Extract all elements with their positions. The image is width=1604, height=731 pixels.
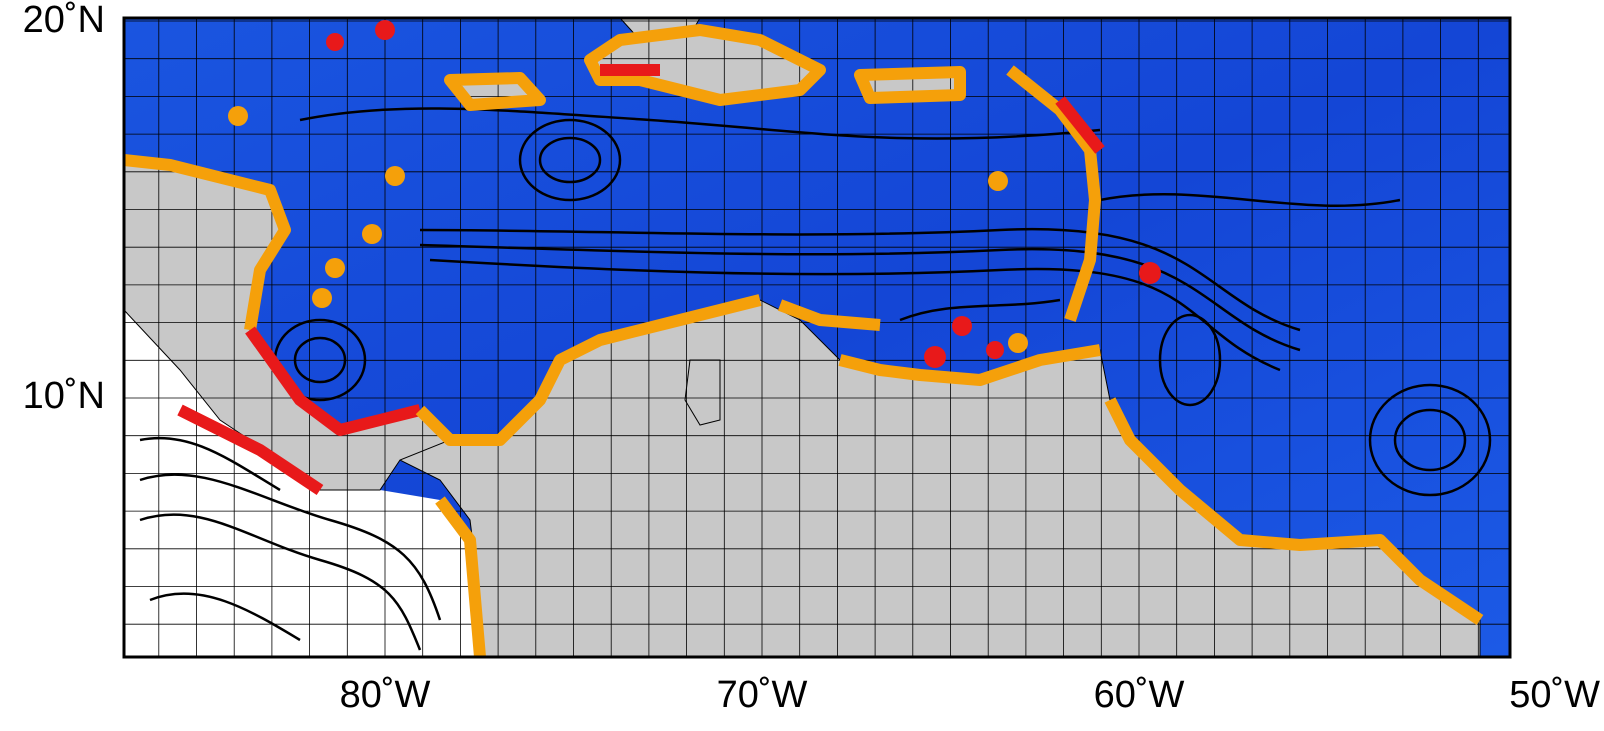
lon-label: 80˚W bbox=[340, 674, 431, 716]
pacific-flow bbox=[139, 436, 442, 651]
frame bbox=[122, 16, 1512, 659]
lat-label: 20˚N bbox=[23, 0, 105, 41]
red-dots bbox=[326, 20, 1161, 368]
map-area bbox=[122, 16, 1512, 659]
lon-label: 50˚W bbox=[1509, 674, 1600, 716]
coast-dots bbox=[228, 106, 1028, 353]
graticule bbox=[124, 18, 1510, 657]
lon-label: 70˚W bbox=[717, 674, 808, 716]
lon-label: 60˚W bbox=[1094, 674, 1185, 716]
lat-label: 10˚N bbox=[23, 375, 105, 417]
coast-highlights bbox=[123, 24, 1484, 658]
